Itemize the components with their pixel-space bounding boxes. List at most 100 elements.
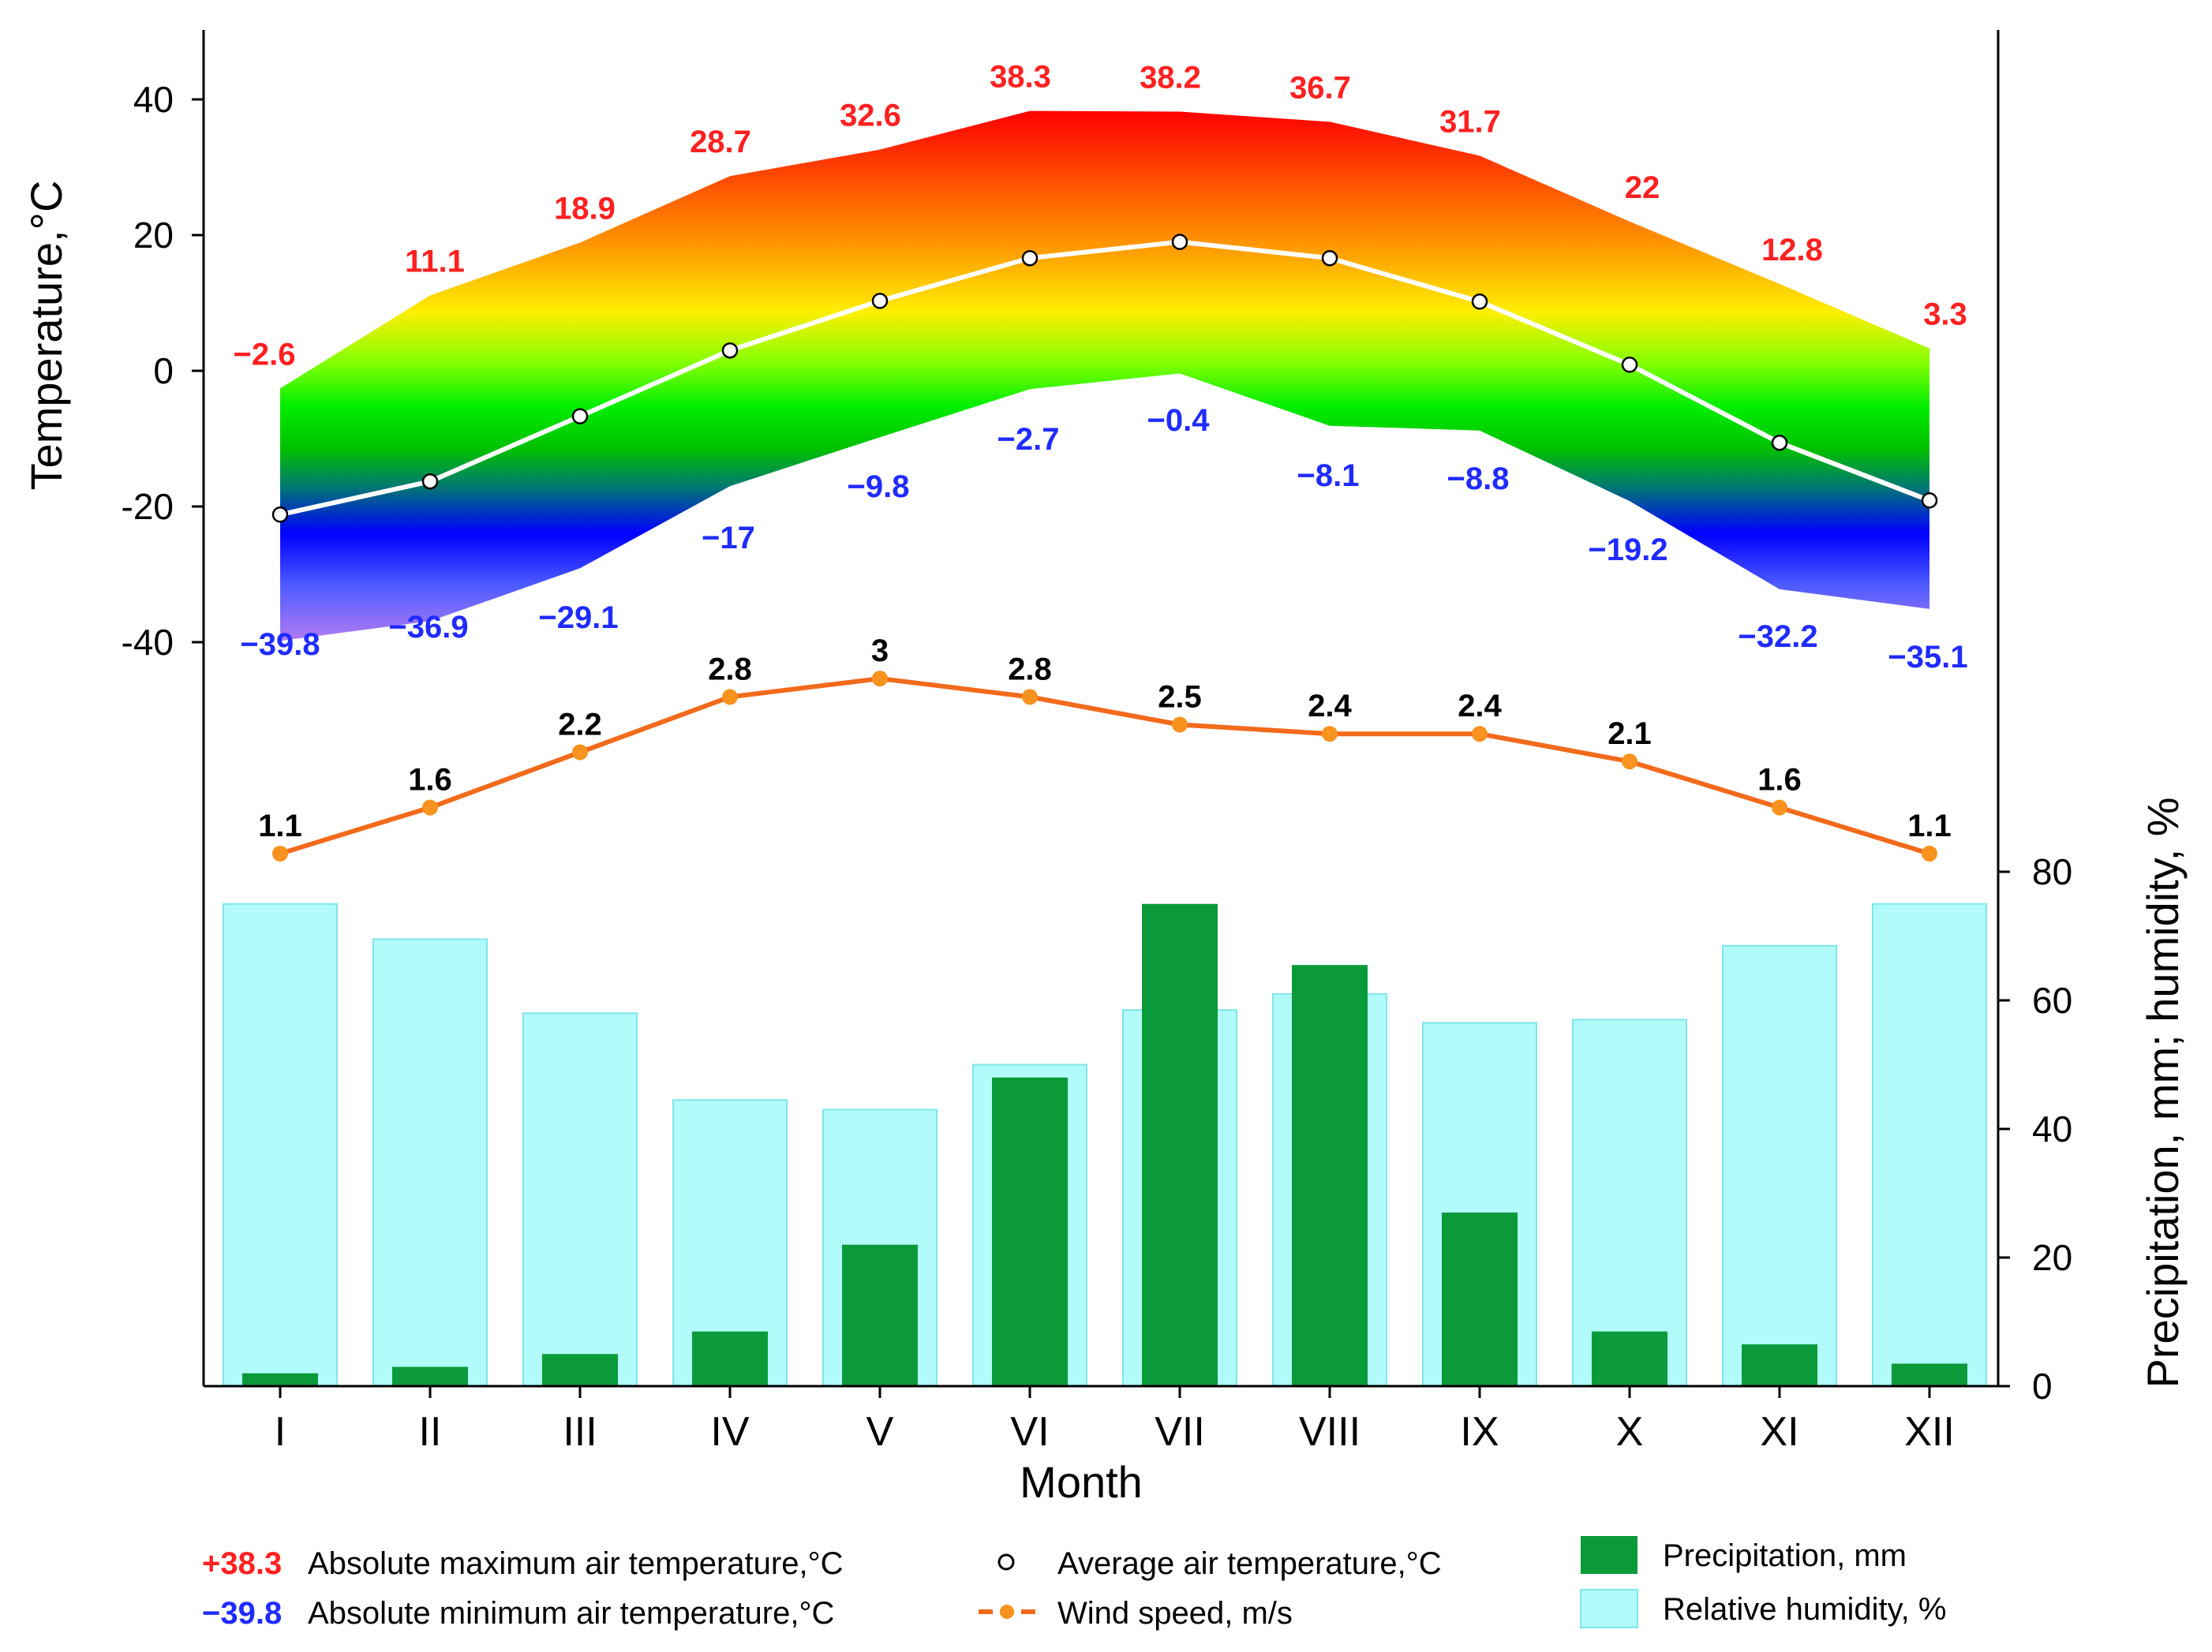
month-tick-label: IV <box>710 1409 749 1455</box>
average-temperature-points <box>271 234 1938 523</box>
month-tick-label: X <box>1616 1409 1644 1455</box>
precipitation-bar <box>692 1331 768 1386</box>
wind-speed-point <box>272 846 288 862</box>
average-temperature-point <box>271 506 289 523</box>
abs-max-label: 32.6 <box>840 99 901 133</box>
average-temperature-point <box>721 342 739 359</box>
legend-humidity-text: Relative humidity, % <box>1663 1592 1946 1627</box>
humidity-bar <box>372 938 488 1387</box>
wind-speed-label: 2.4 <box>1308 689 1352 723</box>
abs-max-label: 22 <box>1625 170 1660 205</box>
humidity-bar <box>1722 944 1837 1387</box>
wind-speed-point <box>422 799 438 816</box>
precipitation-bar <box>842 1244 918 1386</box>
precipitation-bar <box>242 1373 318 1386</box>
value-labels: −2.6 11.1 18.9 28.7 32.6 38.3 38.2 36.7 31.7 22 12… <box>234 60 1968 843</box>
month-tick-label: XI <box>1760 1409 1798 1455</box>
average-temperature-line <box>279 239 1931 518</box>
wind-speed-label: 1.1 <box>1907 809 1952 843</box>
wind-speed-line <box>279 676 1930 856</box>
abs-max-label: 3.3 <box>1923 297 1967 332</box>
right-axis-tick-label: 80 <box>2032 851 2072 892</box>
temperature-axis-ticks: -40 -20 0 20 40 <box>122 79 204 663</box>
wind-speed-point <box>1472 726 1488 742</box>
wind-speed-label: 2.8 <box>1008 652 1052 686</box>
legend-avg-marker <box>997 1553 1015 1571</box>
average-temperature-point <box>871 293 889 309</box>
legend-wind-marker <box>1000 1605 1014 1619</box>
wind-speed-label: 1.6 <box>1757 763 1802 798</box>
humidity-bar <box>223 903 338 1387</box>
axes <box>202 30 2000 1388</box>
abs-min-label: −9.8 <box>848 469 910 504</box>
abs-min-label: −17 <box>702 521 755 555</box>
legend: +38.3 Absolute maximum air temperature,°… <box>202 1536 1946 1631</box>
month-tick-label: VI <box>1010 1409 1049 1455</box>
average-temperature-point <box>1621 357 1638 373</box>
right-axis-title: Precipitation, mm; humidity, % <box>2138 798 2188 1389</box>
legend-wind-text: Wind speed, m/s <box>1057 1596 1293 1631</box>
wind-speed-point <box>872 671 888 687</box>
precipitation-bar <box>1292 965 1368 1386</box>
precipitation-bar <box>1142 903 1218 1386</box>
abs-min-label: −35.1 <box>1888 640 1967 675</box>
average-temperature-point <box>1471 293 1488 310</box>
temperature-tick-label: -40 <box>122 622 174 663</box>
wind-speed-label: 3 <box>871 634 889 668</box>
precipitation-bar <box>392 1366 468 1386</box>
legend-precip-text: Precipitation, mm <box>1663 1538 1907 1573</box>
wind-speed-point <box>1772 799 1787 816</box>
wind-speed-point <box>1322 726 1338 742</box>
wind-speed-label: 2.2 <box>558 708 602 742</box>
humidity-bar <box>1572 1018 1687 1387</box>
wind-speed-point <box>722 689 738 705</box>
humidity-bar <box>522 1012 638 1388</box>
month-tick-label: III <box>563 1409 597 1455</box>
abs-min-label: −32.2 <box>1738 619 1817 654</box>
precipitation-bar <box>1442 1212 1518 1386</box>
average-temperature-point <box>571 408 589 424</box>
month-tick-label: XII <box>1904 1409 1955 1455</box>
abs-max-label: 38.2 <box>1140 61 1201 95</box>
abs-max-label: 18.9 <box>554 192 616 226</box>
temperature-tick-label: 0 <box>153 350 174 391</box>
month-tick-label: I <box>275 1409 286 1455</box>
abs-max-label: 38.3 <box>990 60 1051 95</box>
abs-max-label: 12.8 <box>1761 233 1823 267</box>
month-tick-label: II <box>419 1409 442 1455</box>
abs-min-label: −19.2 <box>1588 533 1667 567</box>
legend-abs-min-sample: −39.8 <box>202 1596 282 1631</box>
abs-min-label: −8.8 <box>1447 462 1510 496</box>
month-tick-label: VII <box>1155 1409 1205 1455</box>
legend-abs-max-text: Absolute maximum air temperature,°C <box>308 1546 843 1581</box>
wind-speed-label: 2.5 <box>1158 680 1202 715</box>
humidity-bars <box>223 903 1987 1388</box>
month-axis-ticks: I II III IV V VI VII VIII IX X XI XII <box>275 1386 1955 1455</box>
temperature-tick-label: -20 <box>122 486 174 527</box>
wind-speed-label: 2.8 <box>708 652 752 686</box>
legend-precip-swatch <box>1581 1536 1637 1574</box>
month-axis-title: Month <box>1020 1457 1143 1507</box>
wind-speed-point <box>1172 716 1188 733</box>
precipitation-bar <box>992 1077 1068 1386</box>
wind-speed-label: 2.4 <box>1458 689 1502 723</box>
abs-min-label: −36.9 <box>388 610 468 645</box>
wind-speed-label: 2.1 <box>1608 716 1652 751</box>
wind-speed-label: 1.1 <box>258 809 302 843</box>
average-temperature-point <box>1171 234 1188 250</box>
abs-min-label: −8.1 <box>1297 458 1360 493</box>
month-tick-label: V <box>866 1409 894 1455</box>
right-axis-tick-label: 0 <box>2032 1366 2053 1407</box>
right-axis-tick-label: 40 <box>2032 1108 2072 1149</box>
abs-min-label: −39.8 <box>240 627 320 662</box>
average-temperature-point <box>421 473 439 490</box>
precipitation-bar <box>1892 1363 1967 1386</box>
temperature-range-band <box>280 110 1929 641</box>
wind-speed-point <box>1622 753 1637 770</box>
average-temperature-point <box>1021 249 1039 267</box>
abs-max-label: 36.7 <box>1289 70 1351 105</box>
temperature-tick-label: 40 <box>133 79 174 120</box>
legend-avg-text: Average air temperature,°C <box>1057 1546 1442 1581</box>
month-tick-label: VIII <box>1299 1409 1361 1455</box>
